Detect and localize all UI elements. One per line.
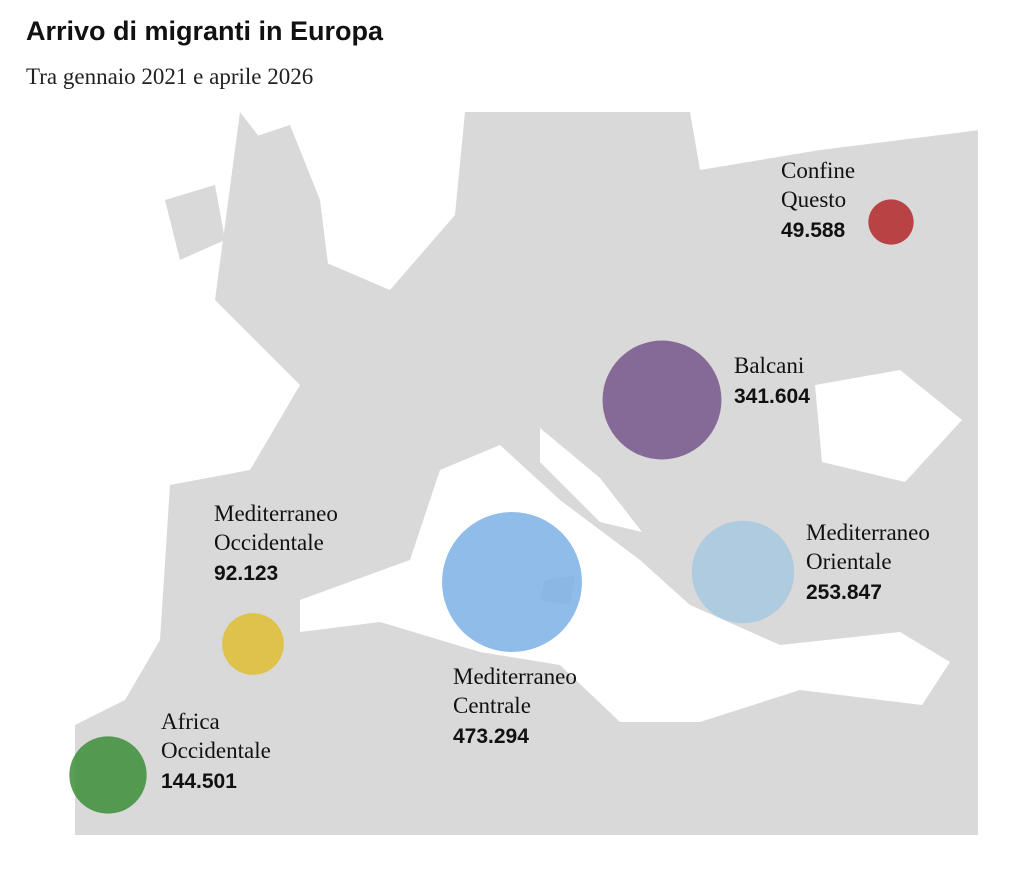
- route-name: Questo: [781, 187, 846, 212]
- route-value: 473.294: [453, 725, 529, 748]
- map: [75, 112, 980, 835]
- route-name: Occidentale: [214, 530, 324, 555]
- route-value: 341.604: [734, 385, 810, 408]
- route-name: Africa: [161, 709, 220, 734]
- route-value: 253.847: [806, 581, 882, 604]
- bubble: [69, 736, 147, 814]
- route-name: Balcani: [734, 353, 804, 378]
- route-name: Occidentale: [161, 738, 271, 763]
- route-name: Mediterraneo: [214, 501, 338, 526]
- bubble: [868, 199, 914, 245]
- route-value: 92.123: [214, 562, 278, 585]
- route-name: Mediterraneo: [453, 664, 577, 689]
- route-value: 144.501: [161, 770, 237, 793]
- title: Arrivo di migranti in Europa: [26, 16, 384, 46]
- bubble: [691, 520, 795, 624]
- route-value: 49.588: [781, 219, 846, 242]
- route-name: Centrale: [453, 693, 531, 718]
- route-name: Mediterraneo: [806, 520, 930, 545]
- bubble: [442, 512, 582, 652]
- subtitle: Tra gennaio 2021 e aprile 2026: [26, 64, 313, 89]
- bubble: [602, 340, 722, 460]
- route-name: Orientale: [806, 549, 892, 574]
- bubble: [222, 613, 284, 675]
- route-name: Confine: [781, 158, 855, 183]
